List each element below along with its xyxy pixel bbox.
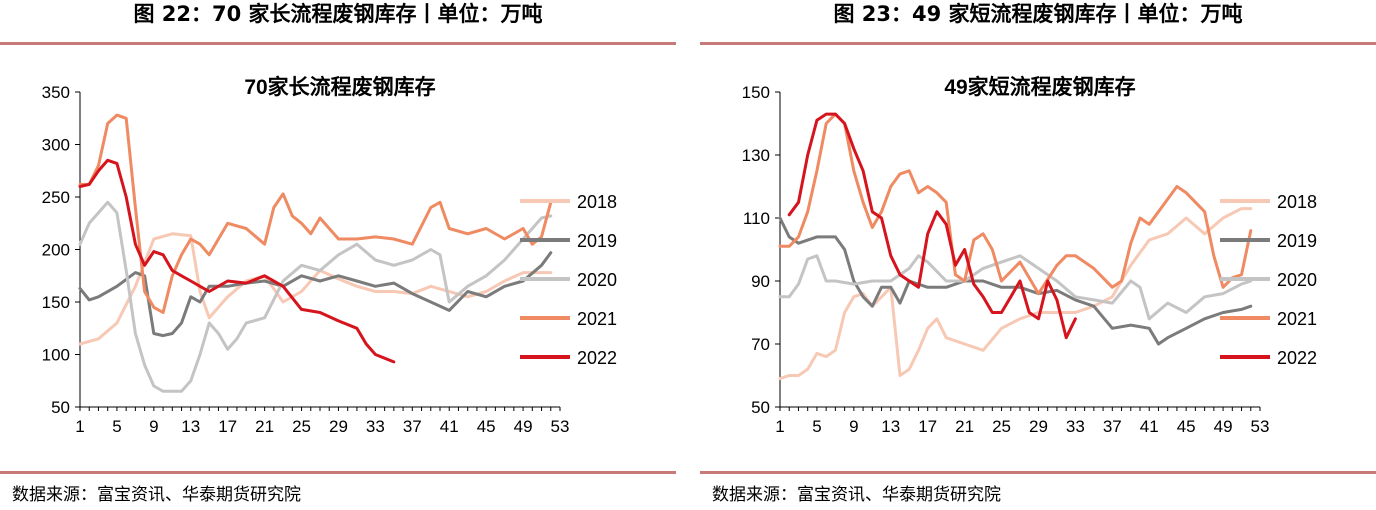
series-line-2020 [78, 200, 553, 393]
x-tick-label: 37 [403, 417, 422, 436]
legend-label-2018: 2018 [1277, 192, 1317, 212]
x-tick-label: 5 [812, 417, 821, 436]
y-tick-label: 150 [742, 83, 770, 102]
legend-label-2020: 2020 [577, 270, 617, 290]
chart-title: 49家短流程废钢库存 [944, 75, 1135, 99]
chart-title: 70家长流程废钢库存 [244, 75, 435, 99]
y-tick-label: 200 [42, 241, 70, 260]
x-tick-label: 9 [849, 417, 858, 436]
x-tick-label: 53 [1251, 417, 1270, 436]
y-tick-label: 50 [51, 398, 70, 417]
legend-label-2019: 2019 [577, 231, 617, 251]
x-tick-label: 1 [75, 417, 84, 436]
right-chart-panel: 图 23：49 家短流程废钢库存丨单位：万吨 49家短流程废钢库存 50 70 90 1… [700, 0, 1376, 510]
x-tick-label: 9 [149, 417, 158, 436]
top-rule [700, 42, 1376, 45]
x-tick-label: 49 [1214, 417, 1233, 436]
x-tick-label: 29 [1029, 417, 1048, 436]
x-tick-label: 41 [440, 417, 459, 436]
y-tick-label: 350 [42, 83, 70, 102]
x-tick-label: 1 [775, 417, 784, 436]
figure-title: 图 22：70 家长流程废钢库存丨单位：万吨 [133, 2, 543, 26]
series-line-2020 [778, 254, 1253, 321]
x-tick-label: 45 [1177, 417, 1196, 436]
series-line-2019 [78, 251, 553, 338]
series-line-2021 [778, 112, 1253, 296]
series-line-2019 [778, 216, 1253, 346]
figure-title: 图 23：49 家短流程废钢库存丨单位：万吨 [833, 2, 1243, 26]
legend-label-2019: 2019 [1277, 231, 1317, 251]
x-tick-label: 25 [992, 417, 1011, 436]
x-tick-label: 13 [181, 417, 200, 436]
series-line-2021 [78, 113, 553, 314]
x-tick-label: 21 [955, 417, 974, 436]
x-tick-label: 53 [551, 417, 570, 436]
bottom-rule [700, 471, 1376, 474]
x-tick-label: 37 [1103, 417, 1122, 436]
x-tick-label: 41 [1140, 417, 1159, 436]
series-line-2022 [78, 158, 396, 364]
legend-label-2021: 2021 [1277, 309, 1317, 329]
y-tick-label: 90 [751, 272, 770, 291]
y-tick-label: 150 [42, 293, 70, 312]
legend-label-2018: 2018 [577, 192, 617, 212]
x-tick-label: 17 [218, 417, 237, 436]
top-rule [0, 42, 676, 45]
short-process-scrap-inventory-chart: 49家短流程废钢库存 50 70 90 110 130 150 1 5 9 13 17 21 25 29 33… [742, 75, 1317, 436]
x-tick-label: 13 [881, 417, 900, 436]
x-tick-label: 17 [918, 417, 937, 436]
legend-label-2022: 2022 [577, 348, 617, 368]
x-tick-label: 33 [1066, 417, 1085, 436]
long-process-scrap-inventory-chart: 70家长流程废钢库存 50 100 150 200 250 300 350 1 5 9 13 17 21 2… [42, 75, 617, 436]
series-line-2022 [787, 112, 1077, 340]
y-tick-label: 130 [742, 146, 770, 165]
left-chart-panel: 图 22：70 家长流程废钢库存丨单位：万吨 70家长流程废钢库存 50 100 15… [0, 0, 676, 510]
bottom-rule [0, 471, 676, 474]
x-tick-label: 29 [329, 417, 348, 436]
x-tick-label: 5 [112, 417, 121, 436]
x-tick-label: 49 [514, 417, 533, 436]
x-tick-label: 33 [366, 417, 385, 436]
source-note: 数据来源：富宝资讯、华泰期货研究院 [12, 485, 301, 505]
x-tick-label: 25 [292, 417, 311, 436]
series-line-2018 [778, 207, 1253, 381]
y-tick-label: 250 [42, 188, 70, 207]
legend-label-2020: 2020 [1277, 270, 1317, 290]
y-tick-label: 50 [751, 398, 770, 417]
y-tick-label: 70 [751, 335, 770, 354]
y-tick-label: 110 [743, 209, 770, 228]
y-tick-label: 300 [42, 136, 70, 155]
legend-label-2021: 2021 [577, 309, 617, 329]
x-tick-label: 21 [255, 417, 274, 436]
x-tick-label: 45 [477, 417, 496, 436]
legend-label-2022: 2022 [1277, 348, 1317, 368]
series-line-2018 [78, 232, 553, 346]
y-tick-label: 100 [42, 346, 70, 365]
source-note: 数据来源：富宝资讯、华泰期货研究院 [712, 485, 1001, 505]
